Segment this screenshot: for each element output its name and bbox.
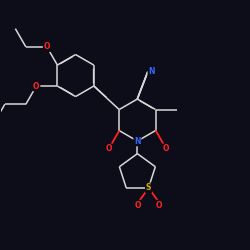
Text: O: O xyxy=(33,82,40,90)
Text: O: O xyxy=(156,200,162,209)
Text: O: O xyxy=(106,144,112,153)
Text: N: N xyxy=(148,67,155,76)
Text: N: N xyxy=(134,136,140,145)
Text: O: O xyxy=(135,200,141,209)
Text: O: O xyxy=(44,42,50,51)
Text: O: O xyxy=(163,144,169,153)
Text: S: S xyxy=(146,184,151,192)
